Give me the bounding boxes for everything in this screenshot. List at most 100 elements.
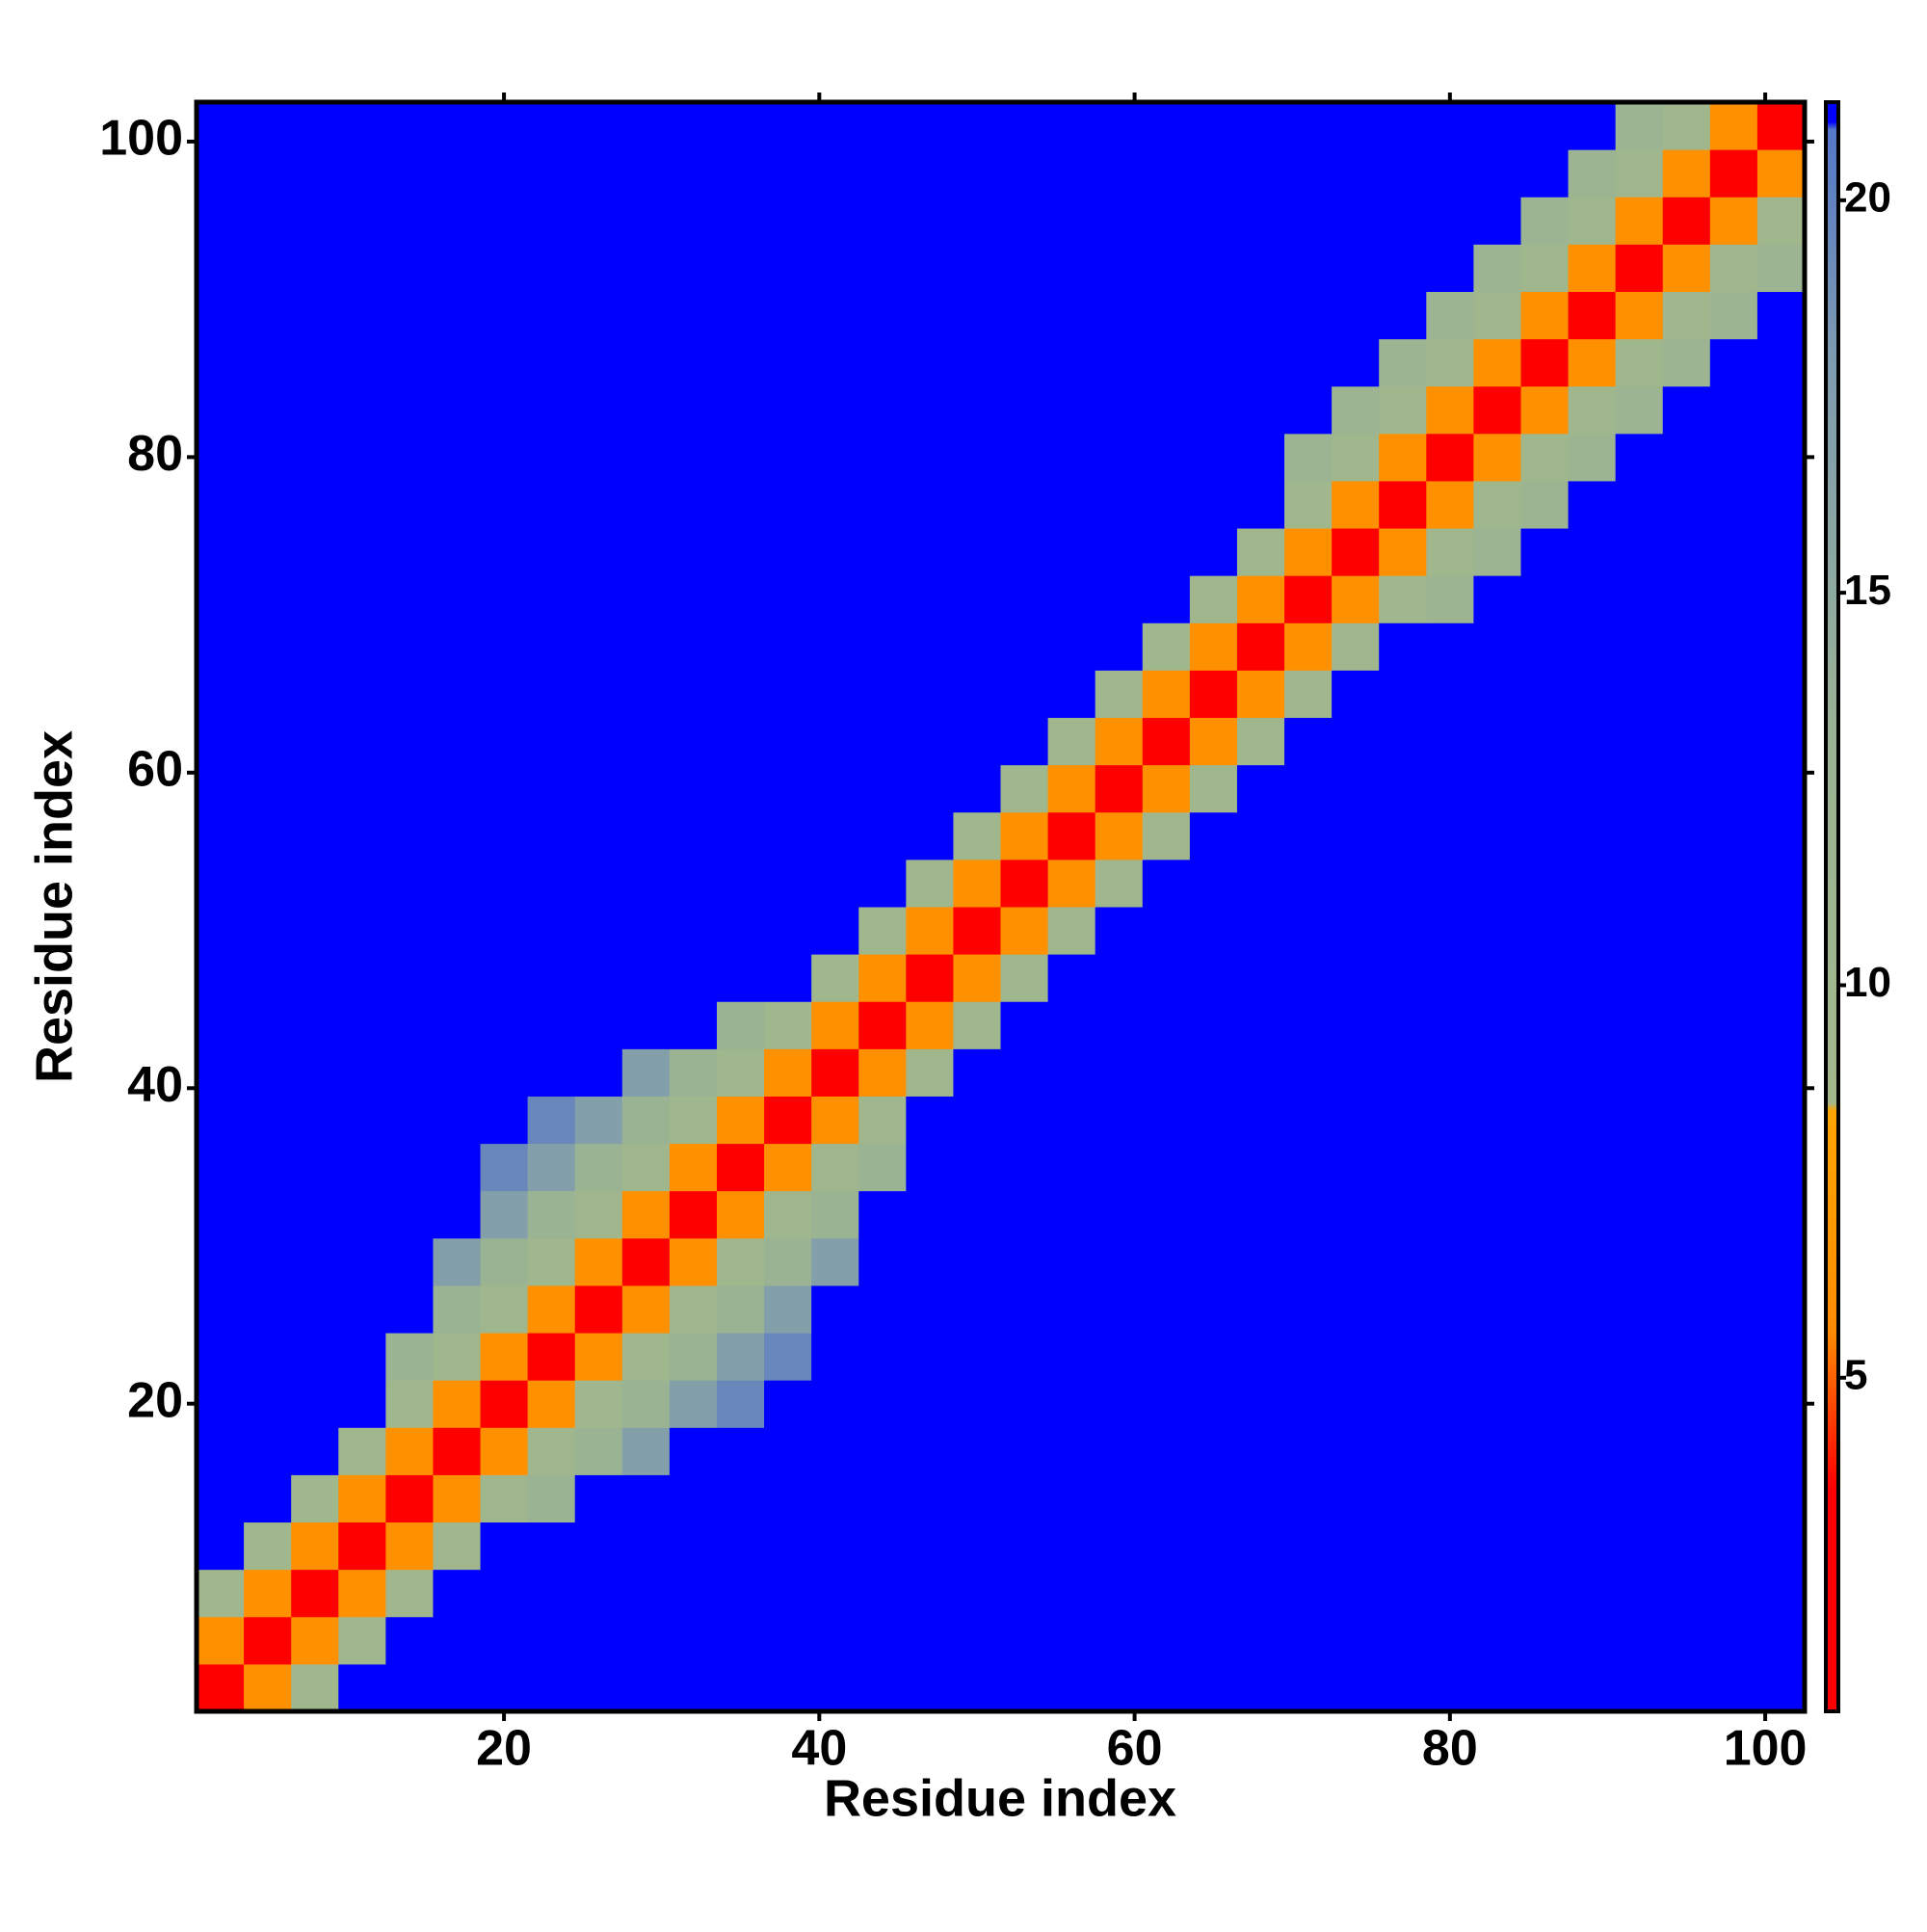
heat-cell (906, 1616, 954, 1665)
heat-cell (1236, 1284, 1285, 1334)
colorbar-tick-label: 5 (1844, 1351, 1867, 1398)
heat-cell (244, 1663, 292, 1712)
heat-cell (1426, 338, 1474, 387)
heat-cell (906, 1190, 954, 1239)
heat-cell (906, 1380, 954, 1428)
heat-cell (338, 149, 386, 198)
heat-cell (716, 244, 765, 292)
heat-cell (385, 385, 434, 435)
heat-cell (1000, 954, 1049, 1002)
heat-cell (1142, 149, 1191, 198)
heat-cell (906, 338, 954, 387)
heat-cell (1047, 1237, 1096, 1286)
heat-cell (1047, 811, 1096, 860)
heat-cell (716, 1096, 765, 1145)
heat-cell (1284, 1616, 1333, 1665)
heat-cell (1142, 197, 1191, 245)
heat-cell (1473, 1096, 1521, 1145)
heat-cell (1379, 811, 1427, 860)
heat-cell (291, 811, 339, 860)
heat-cell (1662, 811, 1711, 860)
heat-cell (1095, 575, 1144, 623)
heat-cell (1473, 1333, 1521, 1381)
heat-cell (1332, 575, 1380, 623)
heat-cell (1379, 528, 1427, 576)
heat-cell (669, 1427, 718, 1475)
heat-cell (953, 244, 1001, 292)
heat-cell (480, 1001, 529, 1049)
heat-cell (669, 102, 718, 150)
y-tick-label: 60 (127, 742, 183, 798)
heat-cell (338, 291, 386, 340)
heat-cell (1426, 670, 1474, 719)
heat-cell (385, 1048, 434, 1097)
heat-cell (1473, 1380, 1521, 1428)
heat-cell (1473, 907, 1521, 955)
heat-cell (906, 102, 954, 150)
heat-cell (1189, 244, 1238, 292)
heat-cell (291, 1474, 339, 1523)
heat-cell (953, 1190, 1001, 1239)
heat-cell (1332, 1522, 1380, 1571)
heat-cell (1332, 1569, 1380, 1618)
heat-cell (1236, 1048, 1285, 1097)
heat-cell (1000, 1237, 1049, 1286)
heat-cell (1284, 1284, 1333, 1334)
heat-cell (1284, 764, 1333, 813)
heat-cell (527, 1522, 576, 1571)
heat-cell (1473, 1474, 1521, 1523)
heat-cell (1142, 433, 1191, 482)
heat-cell (1379, 1569, 1427, 1618)
heat-cell (1615, 1237, 1664, 1286)
heat-cell (1284, 338, 1333, 387)
heat-cell (858, 1096, 907, 1145)
heat-cell (716, 717, 765, 766)
heat-cell (1095, 764, 1144, 813)
heat-cell (669, 197, 718, 245)
heat-cell (1615, 1663, 1664, 1712)
heat-cell (1473, 622, 1521, 671)
heat-cell (527, 1001, 576, 1049)
heat-cell (244, 1237, 292, 1286)
heat-cell (716, 1522, 765, 1571)
heat-cell (906, 433, 954, 482)
heat-cell (1426, 1190, 1474, 1239)
heat-cell (669, 1380, 718, 1428)
heat-cell (1662, 480, 1711, 529)
heat-cell (1520, 1380, 1570, 1428)
heat-cell (1756, 859, 1806, 908)
heat-cell (1426, 291, 1474, 340)
heat-cell (527, 1190, 576, 1239)
heat-cell (906, 1569, 954, 1618)
heat-cell (1047, 102, 1096, 150)
heat-cell (527, 1096, 576, 1145)
heat-cell (1379, 954, 1427, 1002)
heat-cell (1662, 291, 1711, 340)
heat-cell (291, 1284, 339, 1334)
heat-cell (1756, 1663, 1806, 1712)
heat-cell (1047, 244, 1096, 292)
heat-cell (906, 1143, 954, 1192)
heat-cell (1000, 670, 1049, 719)
heat-cell (1709, 149, 1758, 198)
heat-cell (338, 1569, 386, 1618)
heat-cell (858, 1380, 907, 1428)
heat-cell (669, 1663, 718, 1712)
heat-cell (433, 1616, 482, 1665)
heat-cell (1189, 1190, 1238, 1239)
heat-cell (1142, 338, 1191, 387)
heat-cell (1047, 480, 1096, 529)
heat-cell (197, 385, 245, 435)
heat-cell (764, 244, 812, 292)
heat-cell (1615, 575, 1664, 623)
heat-cell (953, 575, 1001, 623)
heat-cell (480, 764, 529, 813)
heat-cell (197, 291, 245, 340)
heat-cell (811, 1096, 859, 1145)
heat-cell (385, 670, 434, 719)
heat-cell (1284, 385, 1333, 435)
heat-cell (906, 1096, 954, 1145)
heat-cell (1756, 385, 1806, 435)
heat-cell (669, 1001, 718, 1049)
heat-cell (1236, 1427, 1285, 1475)
